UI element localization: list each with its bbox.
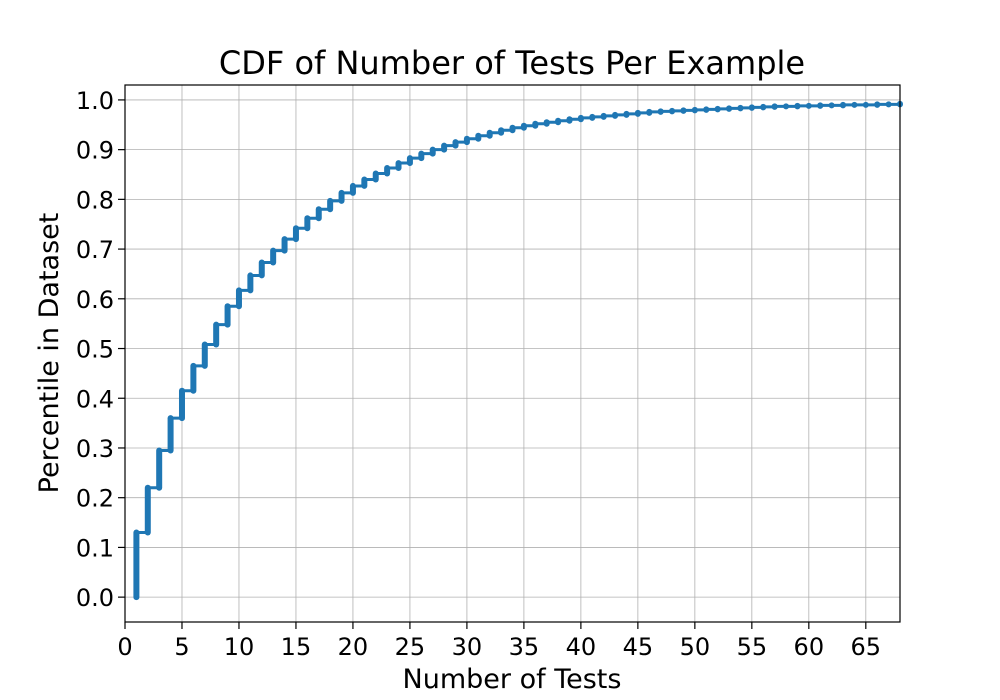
x-tick-label: 55 xyxy=(737,633,768,661)
y-tick-label: 0.9 xyxy=(76,137,114,165)
x-tick-label: 15 xyxy=(281,633,312,661)
grid-lines xyxy=(124,85,900,622)
x-tick-label: 65 xyxy=(851,633,882,661)
x-tick-label: 30 xyxy=(452,633,483,661)
y-tick-label: 0.8 xyxy=(76,186,114,214)
x-tick-label: 45 xyxy=(623,633,654,661)
y-axis-label: Percentile in Dataset xyxy=(34,213,65,494)
y-tick-label: 1.0 xyxy=(76,87,114,115)
y-tick-label: 0.6 xyxy=(76,286,114,314)
cdf-line xyxy=(134,102,902,598)
y-tick-label: 0.4 xyxy=(76,385,114,413)
series-cdf xyxy=(133,100,903,601)
y-tick-label: 0.7 xyxy=(76,236,114,264)
x-tick-label: 60 xyxy=(794,633,825,661)
chart-title: CDF of Number of Tests Per Example xyxy=(219,44,805,82)
y-tick-label: 0.1 xyxy=(76,534,114,562)
x-tick-label: 40 xyxy=(566,633,597,661)
x-axis-label: Number of Tests xyxy=(403,664,622,695)
x-axis: 0 5 10 15 20 25 30 35 40 45 50 55 60 65 xyxy=(117,622,881,661)
x-tick-label: 10 xyxy=(224,633,255,661)
y-tick-label: 0.5 xyxy=(76,336,114,364)
x-tick-label: 35 xyxy=(509,633,540,661)
y-tick-label: 0.3 xyxy=(76,435,114,463)
x-tick-label: 0 xyxy=(117,633,132,661)
x-tick-label: 50 xyxy=(680,633,711,661)
x-tick-label: 5 xyxy=(174,633,189,661)
x-tick-label: 20 xyxy=(338,633,369,661)
y-tick-label: 0.0 xyxy=(76,584,114,612)
x-tick-label: 25 xyxy=(395,633,426,661)
plot-frame xyxy=(124,84,901,623)
y-tick-label: 0.2 xyxy=(76,485,114,513)
y-axis: 0.0 0.1 0.2 0.3 0.4 0.5 0.6 0.7 0.8 0.9 1.0 xyxy=(76,87,125,612)
